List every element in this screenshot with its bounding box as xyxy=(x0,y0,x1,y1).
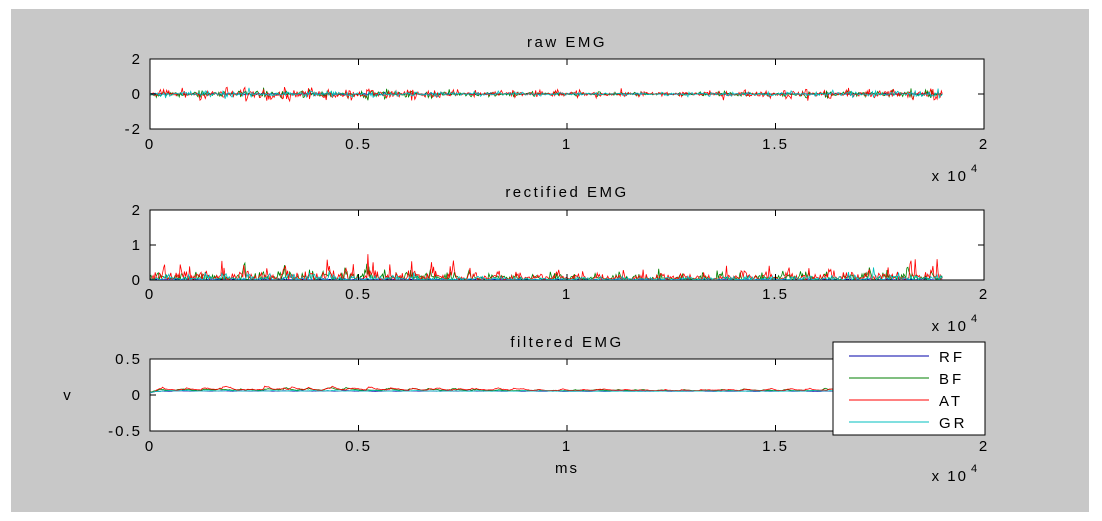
legend-label: RF xyxy=(939,349,965,366)
x-tick-label: 1.5 xyxy=(762,136,789,153)
x-exponent-power: 4 xyxy=(971,163,979,175)
y-tick-label: -0.5 xyxy=(108,423,142,440)
x-tick-label: 1 xyxy=(562,136,572,153)
series-group xyxy=(150,86,943,103)
x-tick-label: 0 xyxy=(145,136,155,153)
series-line-ch4 xyxy=(150,87,943,100)
x-exponent-label: x 10 xyxy=(932,168,968,185)
legend-label: BF xyxy=(939,371,964,388)
x-axis-label: ms xyxy=(555,460,579,477)
x-tick-label: 0 xyxy=(145,286,155,303)
y-tick-label: -2 xyxy=(125,121,142,138)
subplot-2: 2 1 00 0.5 1 1.5 2 rectified EMG x 10 4 xyxy=(132,184,989,335)
y-tick-label: 0.5 xyxy=(115,351,142,368)
y-axis-label: v xyxy=(63,387,73,404)
subplot-title: rectified EMG xyxy=(505,184,628,201)
y-tick-label: 0 xyxy=(132,86,142,103)
y-tick-label: 2 xyxy=(132,51,142,68)
x-tick-label: 1.5 xyxy=(762,286,789,303)
series-line-ch4 xyxy=(150,267,943,280)
legend-box xyxy=(832,341,986,436)
x-tick-label: 2 xyxy=(979,136,989,153)
x-tick-label: 0 xyxy=(145,438,155,455)
axes-box xyxy=(149,209,985,281)
series-line-gr xyxy=(150,389,943,394)
x-tick-label: 0.5 xyxy=(345,136,372,153)
legend: RF BF AT GR xyxy=(832,341,986,436)
series-line-ch3 xyxy=(150,86,943,103)
x-tick-label: 2 xyxy=(979,286,989,303)
y-tick-label: 1 xyxy=(132,237,142,254)
subplot-title: raw EMG xyxy=(527,34,607,51)
series-group xyxy=(150,254,943,280)
x-exponent-label: x 10 xyxy=(932,318,968,335)
x-tick-label: 1 xyxy=(562,438,572,455)
x-exponent-label: x 10 xyxy=(932,468,968,485)
y-tick-label: 0 xyxy=(132,272,142,289)
x-tick-label: 0.5 xyxy=(345,286,372,303)
series-line-ch3 xyxy=(150,254,943,280)
legend-label: AT xyxy=(939,393,963,410)
x-tick-label: 1.5 xyxy=(762,438,789,455)
subplot-title: filtered EMG xyxy=(510,334,623,351)
y-tick-label: 0 xyxy=(132,387,142,404)
y-tick-label: 2 xyxy=(132,202,142,219)
x-exponent-power: 4 xyxy=(971,313,979,325)
x-tick-label: 2 xyxy=(979,438,989,455)
legend-label: GR xyxy=(939,415,968,432)
x-tick-label: 0.5 xyxy=(345,438,372,455)
x-tick-label: 1 xyxy=(562,286,572,303)
x-exponent-power: 4 xyxy=(971,463,979,475)
series-group xyxy=(150,385,943,394)
